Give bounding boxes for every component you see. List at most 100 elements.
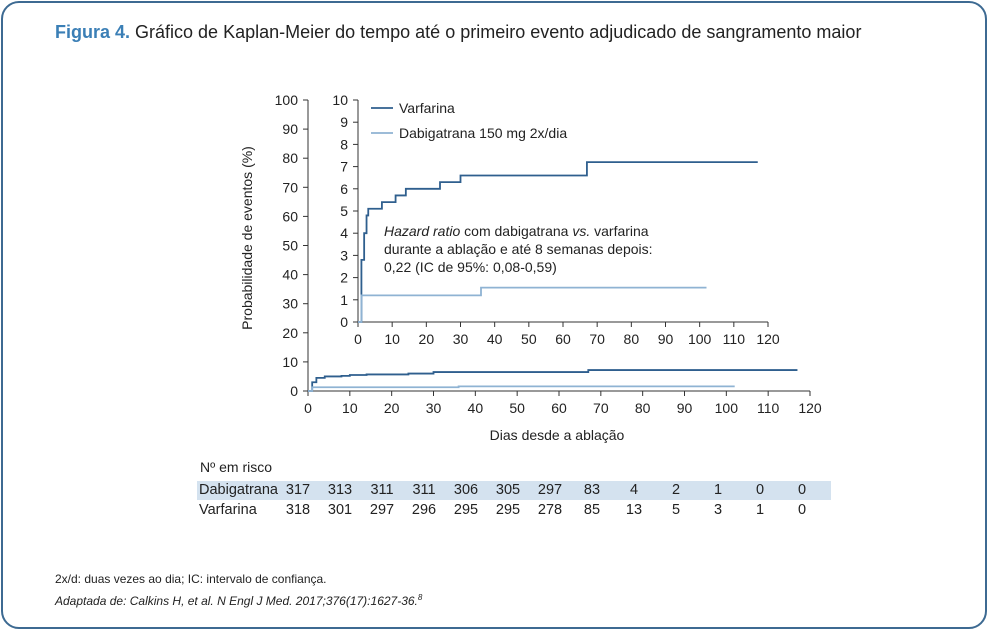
main-x-tick-label: 50	[509, 400, 525, 416]
risk-row-label: Dabigatrana	[199, 482, 278, 498]
risk-cell: 311	[370, 482, 394, 498]
main-x-tick-label: 120	[798, 400, 822, 416]
source-citation: Adaptada de: Calkins H, et al. N Engl J …	[55, 593, 422, 608]
main-y-tick-label: 100	[275, 92, 299, 108]
risk-cell: 2	[671, 482, 681, 498]
main-y-tick-label: 80	[282, 150, 298, 166]
source-ref: 8	[417, 593, 423, 602]
inset-series	[358, 161, 758, 323]
main-y-tick-label: 40	[282, 267, 298, 283]
inset-x-tick-label: 40	[487, 331, 503, 347]
risk-cell: 5	[671, 502, 681, 518]
risk-cell: 83	[583, 482, 601, 498]
hazard-ratio-annotation-line1: Hazard ratio com dabigatrana vs. varfari…	[384, 223, 649, 239]
main-y-tick-label: 60	[282, 208, 298, 224]
main-series	[308, 369, 798, 392]
footnote: 2x/d: duas vezes ao dia; IC: intervalo d…	[55, 572, 327, 586]
risk-cell: 0	[797, 482, 807, 498]
risk-cell: 0	[755, 482, 765, 498]
inset-series-varfarina	[358, 161, 758, 323]
inset-y-tick-label: 7	[340, 159, 348, 175]
risk-row-dabigatrana: Dabigatrana 317 313 311 311 306 305 297 83 4 2 1 0 0	[197, 481, 831, 500]
inset-x-tick-label: 90	[658, 331, 674, 347]
main-y-tick-label: 70	[282, 179, 298, 195]
inset-x-tick-label: 50	[521, 331, 537, 347]
annotation-italic-vs: vs.	[572, 223, 590, 239]
main-series-varfarina	[308, 369, 798, 392]
main-x-tick-label: 40	[468, 400, 484, 416]
main-y-tick-label: 50	[282, 238, 298, 254]
main-x-tick-label: 90	[677, 400, 693, 416]
risk-cell: 1	[755, 502, 765, 518]
main-y-tick-label: 10	[282, 354, 298, 370]
risk-cell: 13	[625, 502, 643, 518]
inset-x-tick-label: 30	[453, 331, 469, 347]
risk-cell: 0	[797, 502, 807, 518]
risk-cell: 85	[583, 502, 601, 518]
annotation-text-a: com dabigatrana	[460, 223, 572, 239]
risk-cell: 306	[453, 482, 479, 498]
inset-y-tick-label: 6	[340, 181, 348, 197]
inset-x-tick-label: 10	[384, 331, 400, 347]
inset-y-tick-label: 2	[340, 270, 348, 286]
main-x-tick-label: 60	[551, 400, 567, 416]
x-axis-label: Dias desde a ablação	[490, 427, 625, 443]
inset-y-tick-label: 8	[340, 136, 348, 152]
inset-y-tick-label: 10	[332, 92, 348, 108]
risk-cell: 297	[537, 482, 563, 498]
risk-cell: 4	[629, 482, 639, 498]
annotation-text-b: varfarina	[590, 223, 649, 239]
main-series-dabigatrana	[308, 385, 735, 392]
main-x-tick-label: 30	[426, 400, 442, 416]
risk-cell: 3	[713, 502, 723, 518]
inset-x-tick-label: 20	[419, 331, 435, 347]
inset-x-tick-label: 110	[723, 331, 746, 347]
inset-x-tick-label: 70	[589, 331, 605, 347]
main-x-tick-label: 100	[715, 400, 739, 416]
y-axis-label: Probabilidade de eventos (%)	[239, 146, 255, 330]
main-x-tick-label: 70	[593, 400, 609, 416]
inset-x-tick-label: 120	[756, 331, 780, 347]
hazard-ratio-annotation-line2: durante a ablação e até 8 semanas depois…	[384, 241, 653, 257]
legend: Varfarina Dabigatrana 150 mg 2x/dia	[371, 100, 567, 141]
main-x-tick-label: 20	[384, 400, 400, 416]
legend-label-dabigatrana: Dabigatrana 150 mg 2x/dia	[399, 125, 567, 141]
inset-x-tick-label: 100	[688, 331, 712, 347]
risk-cell: 297	[369, 502, 395, 518]
risk-cell: 295	[495, 502, 521, 518]
main-x-tick-label: 10	[342, 400, 358, 416]
risk-row-label: Varfarina	[199, 502, 257, 518]
inset-x-tick-label: 0	[354, 331, 362, 347]
inset-x-tick-label: 60	[555, 331, 571, 347]
annotation-italic-hr: Hazard ratio	[384, 223, 460, 239]
source-text: Adaptada de: Calkins H, et al. N Engl J …	[55, 594, 418, 608]
main-x-tick-label: 80	[635, 400, 651, 416]
main-x-tick-label: 0	[304, 400, 312, 416]
main-y-tick-label: 0	[290, 383, 298, 399]
inset-y-tick-label: 4	[340, 225, 348, 241]
main-x-tick-label: 110	[757, 400, 780, 416]
risk-cell: 278	[537, 502, 563, 518]
inset-series-dabigatrana	[358, 286, 707, 323]
risk-cell: 1	[713, 482, 723, 498]
main-y-tick-label: 90	[282, 121, 298, 137]
figure-title-text: Gráfico de Kaplan-Meier do tempo até o p…	[135, 22, 862, 42]
inset-x-tick-label: 80	[624, 331, 640, 347]
inset-y-tick-label: 0	[340, 314, 348, 330]
risk-table-header: Nº em risco	[200, 459, 273, 475]
risk-cell: 305	[495, 482, 521, 498]
inset-y-tick-label: 5	[340, 203, 348, 219]
risk-cell: 301	[327, 502, 353, 518]
inset-y-tick-label: 1	[340, 292, 348, 308]
figure-title: Figura 4. Gráfico de Kaplan-Meier do tem…	[55, 22, 861, 43]
hazard-ratio-annotation-line3: 0,22 (IC de 95%: 0,08-0,59)	[384, 259, 557, 275]
risk-cell: 313	[327, 482, 353, 498]
risk-cell: 311	[412, 482, 436, 498]
risk-cell: 317	[285, 482, 311, 498]
main-y-tick-label: 20	[282, 325, 298, 341]
risk-cell: 296	[411, 502, 437, 518]
